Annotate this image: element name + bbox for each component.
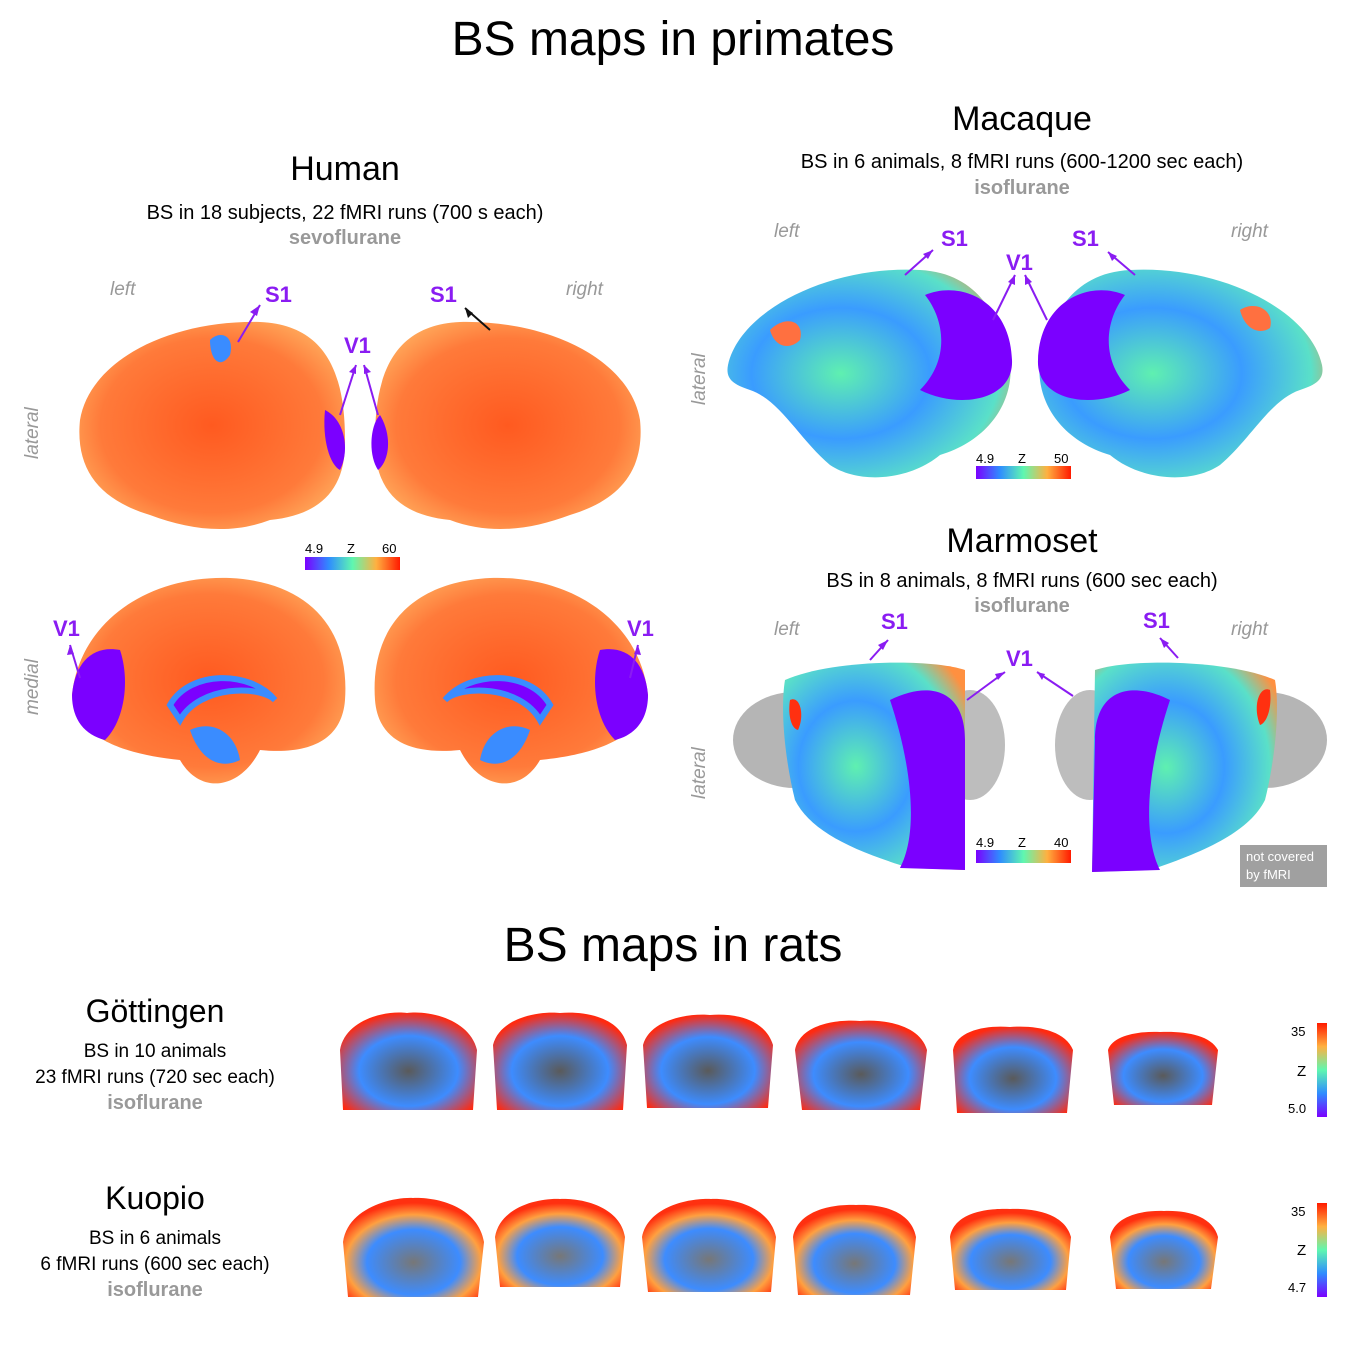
human-right-lateral-hemisphere [374, 321, 641, 530]
kuopio-slice-4 [793, 1204, 916, 1295]
gottingen-title: Göttingen [85, 993, 225, 1029]
marmoset-colorbar [976, 850, 1071, 863]
kuopio-cb-min: 4.7 [1288, 1280, 1307, 1295]
human-cb-mid: Z [347, 541, 355, 556]
gottingen-cb-mid: Z [1297, 1063, 1307, 1080]
gottingen-line1: BS in 10 animals [83, 1041, 227, 1062]
human-title: Human [290, 150, 400, 188]
human-medial-label: medial [22, 659, 43, 715]
kuopio-line1: BS in 6 animals [88, 1228, 221, 1249]
gottingen-slice-4 [795, 1020, 927, 1110]
macaque-right-label: right [1231, 221, 1268, 242]
kuopio-slice-1 [343, 1197, 484, 1297]
macaque-cb-min: 4.9 [976, 451, 995, 466]
human-lateral-label: lateral [22, 407, 43, 459]
kuopio-line2: 6 fMRI runs (600 sec each) [40, 1254, 270, 1275]
human-cb-max: 60 [382, 541, 397, 556]
gottingen-slice-5 [953, 1026, 1073, 1113]
human-brain-maps [67, 304, 648, 784]
kuopio-slice-2 [495, 1198, 625, 1287]
kuopio-cb-mid: Z [1297, 1242, 1307, 1259]
macaque-title: Macaque [952, 100, 1092, 138]
human-v1-medial-right: V1 [627, 616, 654, 641]
kuopio-anesthetic: isoflurane [107, 1279, 203, 1301]
marmoset-subtitle: BS in 8 animals, 8 fMRI runs (600 sec ea… [826, 570, 1218, 592]
human-subtitle: BS in 18 subjects, 22 fMRI runs (700 s e… [146, 202, 544, 224]
kuopio-title: Kuopio [105, 1180, 205, 1216]
gottingen-slice-1 [340, 1012, 477, 1110]
human-v1-medial-left: V1 [53, 616, 80, 641]
human-v1-lateral: V1 [344, 333, 371, 358]
macaque-lateral-label: lateral [689, 353, 710, 405]
marmoset-cb-mid: Z [1018, 835, 1026, 850]
kuopio-slice-5 [950, 1208, 1071, 1290]
gottingen-cb-min: 5.0 [1288, 1101, 1307, 1116]
human-left-label: left [110, 279, 136, 300]
kuopio-slice-6 [1110, 1210, 1218, 1289]
kuopio-cb-max: 35 [1291, 1204, 1306, 1219]
kuopio-slice-3 [642, 1198, 776, 1292]
kuopio-slices [343, 1197, 1218, 1297]
gottingen-slice-2 [493, 1012, 627, 1110]
gottingen-line2: 23 fMRI runs (720 sec each) [35, 1067, 275, 1088]
human-anesthetic: sevoflurane [288, 227, 402, 249]
macaque-cb-max: 50 [1054, 451, 1069, 466]
marmoset-s1-left: S1 [881, 609, 908, 634]
marmoset-right-label: right [1231, 619, 1268, 640]
note-line2: by fMRI [1246, 867, 1291, 882]
gottingen-cb-max: 35 [1291, 1024, 1306, 1039]
macaque-brain-maps [727, 249, 1323, 478]
marmoset-v1: V1 [1006, 646, 1033, 671]
marmoset-cb-max: 40 [1054, 835, 1069, 850]
human-s1-right: S1 [430, 282, 457, 307]
kuopio-colorbar [1317, 1203, 1327, 1297]
gottingen-colorbar [1317, 1023, 1327, 1117]
macaque-s1-left: S1 [941, 226, 968, 251]
macaque-v1: V1 [1006, 250, 1033, 275]
marmoset-title: Marmoset [946, 522, 1098, 560]
marmoset-brain-maps [733, 637, 1327, 872]
macaque-s1-right: S1 [1072, 226, 1099, 251]
human-s1-left: S1 [265, 282, 292, 307]
rats-title: BS maps in rats [503, 919, 843, 972]
not-covered-note: not covered by fMRI [1240, 845, 1327, 887]
macaque-colorbar [976, 466, 1071, 479]
macaque-left-label: left [774, 221, 800, 242]
macaque-cb-mid: Z [1018, 451, 1026, 466]
marmoset-lateral-label: lateral [689, 747, 710, 799]
gottingen-slices [340, 1012, 1218, 1113]
marmoset-left-label: left [774, 619, 800, 640]
human-colorbar [305, 557, 400, 570]
gottingen-slice-3 [643, 1014, 773, 1108]
macaque-subtitle: BS in 6 animals, 8 fMRI runs (600-1200 s… [800, 151, 1244, 173]
note-line1: not covered [1246, 849, 1314, 864]
marmoset-s1-right: S1 [1143, 608, 1170, 633]
gottingen-slice-6 [1108, 1031, 1218, 1105]
marmoset-anesthetic: isoflurane [974, 595, 1070, 617]
primates-title: BS maps in primates [451, 13, 895, 66]
human-left-lateral-hemisphere [79, 321, 346, 530]
human-right-label: right [566, 279, 603, 300]
gottingen-anesthetic: isoflurane [107, 1092, 203, 1114]
macaque-anesthetic: isoflurane [974, 177, 1070, 199]
human-cb-min: 4.9 [305, 541, 324, 556]
marmoset-cb-min: 4.9 [976, 835, 995, 850]
